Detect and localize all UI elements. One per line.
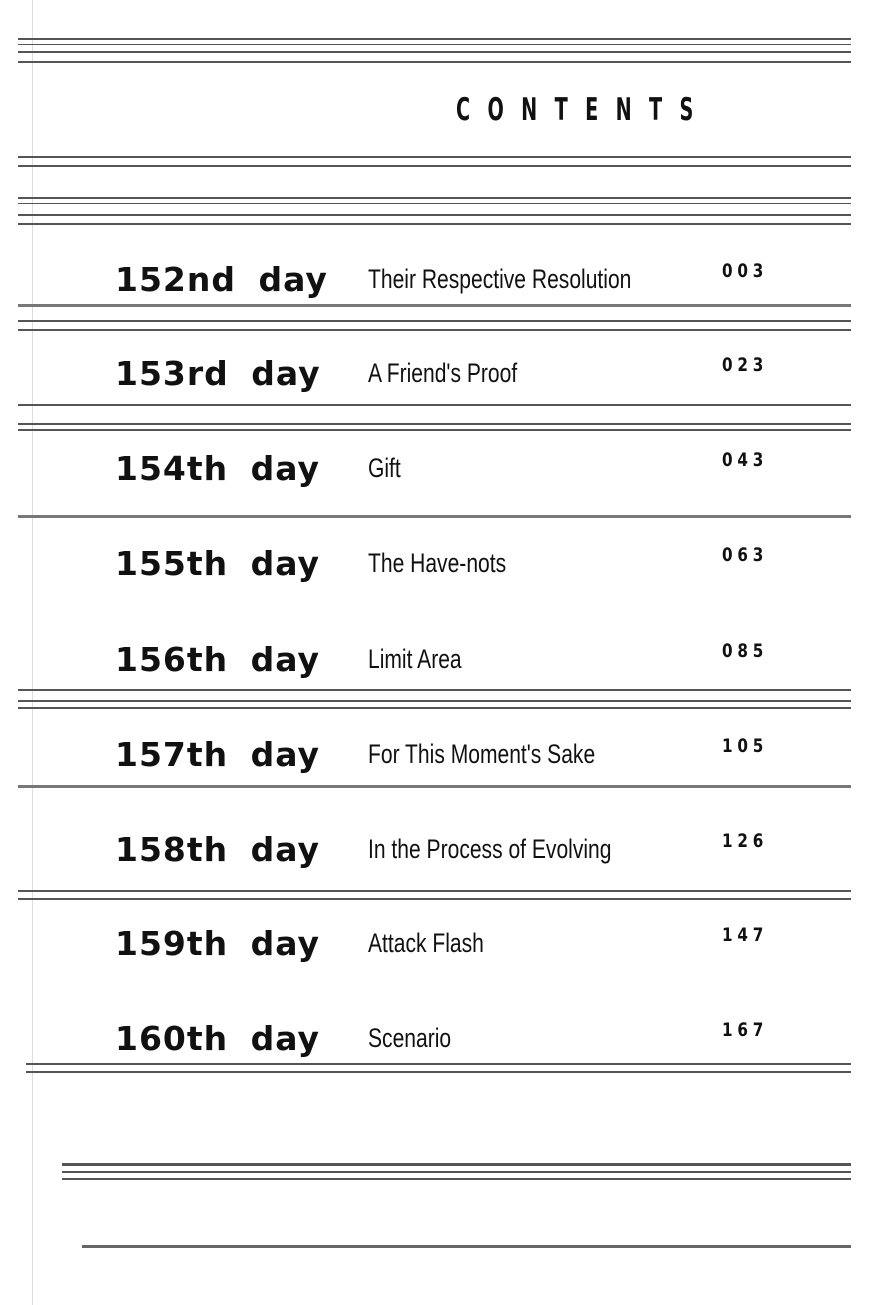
day-label: 158th day: [115, 830, 321, 869]
rule-line: [18, 320, 851, 322]
rule-line: [18, 38, 851, 40]
day-label: 160th day: [115, 1019, 321, 1058]
page-number: 105: [722, 735, 769, 757]
toc-entry[interactable]: 153rd day A Friend's Proof 023: [0, 350, 869, 400]
page-margin-line: [32, 0, 33, 1305]
rule-line: [18, 515, 851, 518]
rule-line: [18, 429, 851, 431]
rule-line: [18, 404, 851, 406]
rule-line: [18, 689, 851, 691]
toc-entry[interactable]: 156th day Limit Area 085: [0, 636, 869, 686]
page-number: 126: [722, 830, 769, 852]
page-number: 167: [722, 1019, 769, 1041]
page-number: 147: [722, 924, 769, 946]
rule-line: [18, 890, 851, 892]
rule-line: [18, 223, 851, 225]
day-label: 155th day: [115, 544, 321, 583]
page-number: 023: [722, 354, 769, 376]
chapter-title: Scenario: [368, 1023, 452, 1053]
day-label: 154th day: [115, 449, 321, 488]
rule-line: [18, 214, 851, 216]
toc-entry[interactable]: 158th day In the Process of Evolving 126: [0, 826, 869, 876]
rule-line: [18, 156, 851, 158]
rule-line: [62, 1171, 851, 1173]
toc-entry[interactable]: 157th day For This Moment's Sake 105: [0, 731, 869, 781]
page-number: 085: [722, 640, 769, 662]
rule-line: [18, 51, 851, 53]
chapter-title: For This Moment's Sake: [368, 739, 596, 769]
rule-line: [18, 44, 851, 45]
chapter-title: A Friend's Proof: [368, 358, 518, 388]
rule-line: [18, 165, 851, 167]
rule-line: [62, 1163, 851, 1166]
chapter-title: In the Process of Evolving: [368, 834, 612, 864]
rule-line: [26, 1071, 851, 1073]
day-label: 156th day: [115, 640, 321, 679]
rule-line: [18, 203, 851, 204]
page-title: CONTENTS: [456, 92, 711, 128]
toc-entry[interactable]: 160th day Scenario 167: [0, 1015, 869, 1065]
toc-entry[interactable]: 154th day Gift 043: [0, 445, 869, 495]
page-number: 063: [722, 544, 769, 566]
rule-line: [18, 304, 851, 307]
day-label: 152nd day: [115, 260, 328, 299]
toc-entry[interactable]: 152nd day Their Respective Resolution 00…: [0, 256, 869, 306]
chapter-title: Gift: [368, 453, 401, 483]
rule-line: [18, 329, 851, 331]
chapter-title: Attack Flash: [368, 928, 484, 958]
day-label: 153rd day: [115, 354, 321, 393]
day-label: 157th day: [115, 735, 321, 774]
rule-line: [82, 1245, 851, 1248]
chapter-title: The Have-nots: [368, 548, 507, 578]
page-number: 043: [722, 449, 769, 471]
day-label: 159th day: [115, 924, 321, 963]
rule-line: [62, 1178, 851, 1180]
rule-line: [18, 898, 851, 900]
rule-line: [18, 707, 851, 709]
rule-line: [26, 1063, 851, 1065]
rule-line: [18, 423, 851, 425]
rule-line: [18, 700, 851, 702]
toc-entry[interactable]: 155th day The Have-nots 063: [0, 540, 869, 590]
rule-line: [18, 197, 851, 199]
chapter-title: Limit Area: [368, 644, 462, 674]
chapter-title: Their Respective Resolution: [368, 264, 632, 294]
rule-line: [18, 785, 851, 788]
rule-line: [18, 61, 851, 63]
toc-entry[interactable]: 159th day Attack Flash 147: [0, 920, 869, 970]
page-number: 003: [722, 260, 769, 282]
